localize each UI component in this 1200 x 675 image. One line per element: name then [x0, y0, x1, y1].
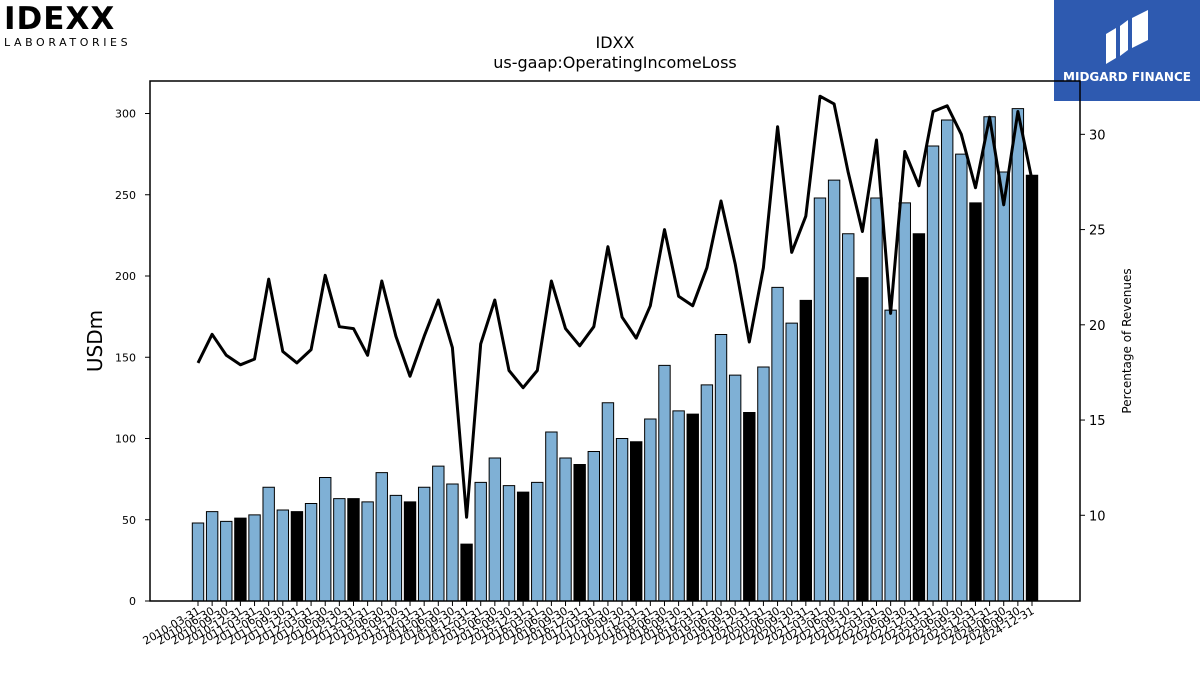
bar-2023-06-30	[940, 119, 954, 602]
bar-2013-03-31	[361, 501, 374, 602]
revenue-percentage-line	[196, 94, 1034, 519]
bar-2023-03-31	[926, 145, 940, 602]
y2-tick-label: 25	[1089, 224, 1106, 239]
bar-2018-09-30	[672, 410, 685, 602]
bar-2015-12-31	[516, 491, 530, 602]
bar-2021-12-31	[856, 277, 869, 602]
bar-2022-03-31	[870, 197, 883, 602]
y2-axis-ticks: 10 15 20 25 30	[1080, 128, 1106, 524]
bar-2014-03-31	[417, 486, 431, 602]
bar-2017-09-30	[615, 438, 629, 602]
y-tick-label: 250	[115, 189, 136, 202]
bar-2023-12-31	[969, 202, 982, 602]
bar-2011-03-31	[248, 514, 261, 602]
bar-2022-09-30	[898, 202, 911, 602]
bar-2014-06-30	[432, 465, 445, 602]
midgard-emblem-icon	[1106, 10, 1148, 64]
bar-2020-06-30	[771, 286, 784, 602]
bar-2021-09-30	[842, 233, 855, 602]
midgard-finance-text: MIDGARD FINANCE	[1063, 70, 1191, 84]
bar-2021-06-30	[827, 179, 841, 602]
bar-2010-12-31	[234, 517, 247, 602]
bar-2013-09-30	[389, 494, 403, 602]
bar-2011-06-30	[262, 486, 275, 602]
bar-2023-09-30	[955, 153, 968, 602]
y-tick-label: 0	[129, 595, 136, 608]
bar-2024-12-31	[1025, 174, 1039, 602]
bar-2018-06-30	[658, 364, 671, 602]
y-tick-label: 300	[115, 108, 136, 121]
y-tick-label: 50	[122, 514, 136, 527]
y-axis-label: USDm	[83, 310, 107, 372]
x-axis-ticks: 2010-03-312010-06-302010-09-302010-12-31…	[141, 601, 1037, 648]
bar-2022-12-31	[912, 233, 926, 602]
bar-2024-06-30	[997, 171, 1010, 602]
bar-2018-03-31	[644, 418, 657, 602]
bar-2012-03-31	[304, 503, 318, 602]
bar-2014-09-30	[446, 483, 459, 602]
bar-2019-06-30	[714, 334, 728, 602]
bar-2018-12-31	[686, 413, 699, 602]
bar-2019-03-31	[700, 384, 714, 602]
y2-tick-label: 20	[1089, 319, 1106, 334]
bar-2020-03-31	[757, 366, 770, 602]
bar-2016-12-31	[573, 464, 586, 602]
chart-subtitle: us-gaap:OperatingIncomeLoss	[493, 53, 737, 72]
bar-2013-06-30	[375, 472, 388, 602]
y-tick-label: 200	[115, 270, 136, 283]
bar-2011-12-31	[290, 511, 304, 602]
line-series-layer	[196, 94, 1034, 519]
bar-2015-09-30	[502, 485, 516, 602]
bar-2014-12-31	[460, 543, 473, 602]
y2-tick-label: 30	[1089, 128, 1106, 143]
bar-2017-12-31	[630, 441, 643, 602]
bar-2019-12-31	[743, 412, 756, 602]
bar-2021-03-31	[813, 197, 827, 602]
bar-2015-06-30	[488, 457, 502, 602]
bar-2015-03-31	[474, 481, 487, 602]
bar-2024-03-31	[983, 116, 996, 602]
bar-2020-09-30	[785, 322, 798, 602]
idexx-logo: IDEXX LABORATORIES	[4, 4, 154, 50]
y2-axis-label: Percentage of Revenues	[1120, 268, 1134, 413]
y2-tick-label: 10	[1089, 509, 1106, 524]
y-tick-label: 100	[115, 433, 136, 446]
plot-frame	[149, 80, 1081, 602]
bar-2016-03-31	[531, 481, 544, 602]
bar-2010-03-31	[191, 522, 205, 602]
bar-2022-06-30	[884, 309, 897, 602]
bar-2016-06-30	[545, 431, 558, 602]
midgard-finance-logo: MIDGARD FINANCE	[1054, 0, 1200, 101]
bar-2019-09-30	[728, 374, 742, 602]
bar-2010-09-30	[220, 520, 233, 602]
bar-2024-09-30	[1011, 108, 1025, 602]
bar-series	[191, 108, 1039, 602]
bar-2016-09-30	[559, 457, 572, 602]
bar-2012-06-30	[319, 477, 332, 602]
idexx-logo-subtitle: LABORATORIES	[4, 36, 132, 49]
bar-2011-09-30	[276, 509, 290, 602]
y-tick-label: 150	[115, 351, 136, 364]
bar-2012-09-30	[333, 498, 346, 602]
bar-2020-12-31	[799, 299, 813, 602]
idexx-logo-word: IDEXX	[4, 1, 116, 37]
bar-2013-12-31	[403, 501, 417, 602]
bar-2017-06-30	[601, 402, 615, 602]
bar-2012-12-31	[347, 498, 360, 602]
bar-2010-06-30	[205, 511, 219, 602]
chart-title: IDXX	[596, 33, 635, 52]
bar-2017-03-31	[587, 451, 600, 602]
y-axis-ticks: 0 50 100 150 200 250 300	[115, 108, 150, 608]
y2-tick-label: 15	[1089, 414, 1106, 429]
